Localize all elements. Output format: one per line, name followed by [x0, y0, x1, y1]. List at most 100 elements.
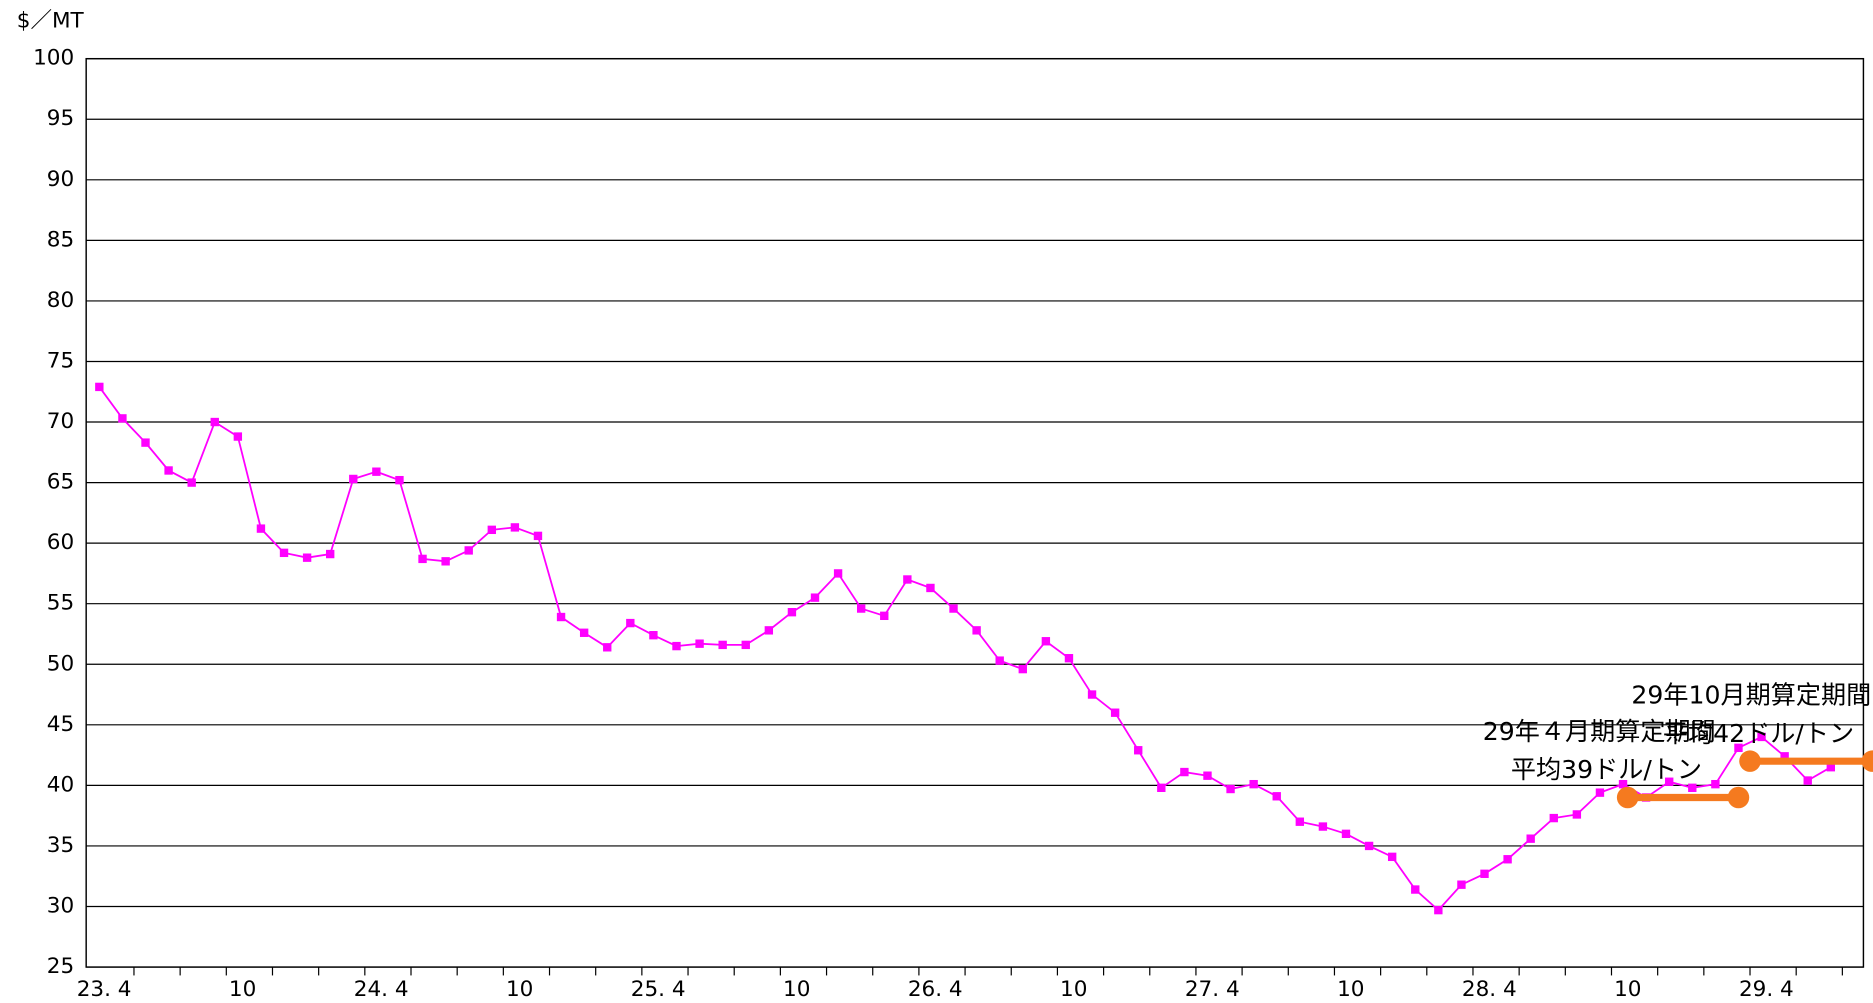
- average-start: [1616, 786, 1639, 809]
- point: [972, 626, 981, 635]
- point: [95, 382, 104, 392]
- average-end: [1727, 786, 1750, 809]
- annotation: 平均42ドル/トン: [1663, 719, 1854, 748]
- y-tick-label: 35: [47, 833, 74, 858]
- point: [810, 593, 820, 602]
- y-tick-label: 95: [47, 106, 74, 131]
- point: [649, 631, 658, 640]
- point: [1249, 779, 1258, 789]
- point: [1780, 752, 1789, 761]
- point: [256, 524, 266, 533]
- point: [233, 432, 243, 441]
- x-tick-label: 28. 4: [1462, 977, 1517, 1002]
- annotation: 29年10月期算定期間: [1631, 681, 1871, 710]
- point: [1087, 690, 1097, 699]
- point: [926, 583, 935, 593]
- point: [464, 546, 473, 555]
- y-tick-label: 70: [47, 409, 74, 434]
- point: [141, 438, 150, 447]
- point: [1503, 855, 1512, 864]
- average-start: [1739, 750, 1761, 772]
- y-tick-label: 80: [47, 288, 74, 313]
- x-tick-label: 27. 4: [1185, 977, 1240, 1002]
- point: [856, 604, 866, 613]
- x-tick-label: 10: [1614, 977, 1641, 1002]
- point: [672, 641, 681, 651]
- point: [741, 640, 750, 650]
- point: [579, 628, 589, 637]
- point: [787, 607, 797, 617]
- y-tick-label: 90: [47, 167, 74, 192]
- x-tick-label: 10: [1060, 977, 1087, 1002]
- point: [118, 414, 127, 423]
- point: [210, 417, 219, 427]
- point: [279, 548, 289, 558]
- point: [1595, 788, 1605, 797]
- point: [1180, 767, 1189, 777]
- y-tick-label: 60: [47, 530, 74, 555]
- point: [1480, 869, 1489, 878]
- x-tick-label: 26. 4: [908, 977, 963, 1002]
- point: [533, 531, 543, 541]
- point: [349, 474, 358, 484]
- y-tick-label: 50: [47, 651, 74, 676]
- annotation: 平均39ドル/トン: [1511, 755, 1702, 784]
- point: [1826, 763, 1836, 772]
- point: [1203, 771, 1212, 780]
- y-tick-label: 55: [47, 591, 74, 616]
- x-tick-label: 10: [783, 977, 810, 1002]
- y-tick-label: 100: [33, 46, 74, 71]
- point: [441, 557, 450, 566]
- point: [1110, 708, 1120, 717]
- y-tick-label: 75: [47, 348, 74, 373]
- point: [1734, 743, 1743, 753]
- point: [1457, 880, 1466, 889]
- point: [556, 612, 566, 622]
- plot-border: [85, 57, 1865, 968]
- point: [395, 475, 404, 485]
- x-tick-label: 23. 4: [77, 977, 132, 1002]
- point: [1318, 822, 1328, 831]
- point: [1618, 779, 1628, 789]
- point: [1434, 905, 1443, 915]
- point: [764, 626, 774, 635]
- point: [1341, 829, 1351, 839]
- series-line: [98, 386, 1832, 912]
- point: [1526, 834, 1535, 843]
- x-tick-label: 24. 4: [354, 977, 409, 1002]
- point: [164, 466, 173, 475]
- point: [603, 643, 612, 652]
- point: [418, 554, 427, 564]
- point: [510, 523, 520, 532]
- point: [1688, 783, 1697, 792]
- point: [1411, 885, 1420, 894]
- point: [487, 525, 496, 535]
- point: [1387, 852, 1397, 862]
- point: [718, 640, 727, 650]
- point: [1757, 732, 1766, 742]
- x-tick-label: 25. 4: [631, 977, 686, 1002]
- point: [695, 639, 704, 648]
- point: [1364, 841, 1374, 851]
- point: [1803, 776, 1812, 785]
- point: [372, 467, 381, 476]
- point: [626, 618, 635, 628]
- point: [187, 478, 196, 487]
- x-tick-label: 10: [1337, 977, 1364, 1002]
- point: [1018, 664, 1027, 674]
- y-tick-label: 85: [47, 227, 74, 252]
- y-axis-label: $／MT: [17, 9, 85, 34]
- x-tick-label: 10: [506, 977, 533, 1002]
- point: [995, 656, 1004, 665]
- y-tick-label: 65: [47, 470, 74, 495]
- point: [1549, 813, 1558, 823]
- point: [880, 611, 889, 621]
- y-tick-label: 45: [47, 712, 74, 737]
- point: [1157, 783, 1166, 792]
- point: [1711, 779, 1720, 789]
- x-tick-label: 10: [229, 977, 256, 1002]
- point: [833, 569, 843, 578]
- point: [326, 549, 335, 559]
